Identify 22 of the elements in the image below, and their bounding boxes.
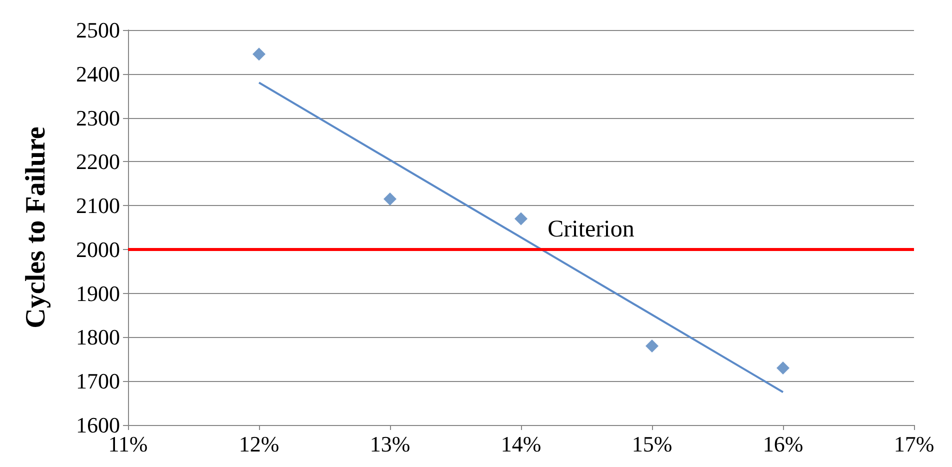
point [646,340,658,352]
y-tick-label: 1800 [76,324,120,350]
y-tick-label: 2000 [76,236,120,262]
point [776,361,790,374]
point [252,48,266,61]
x-tick-label: 14% [500,432,542,456]
x-tick-label: 17% [894,432,934,456]
y-tick-label: 2500 [76,18,120,42]
y-tick-label: 2100 [76,193,120,218]
point [384,192,396,206]
point [514,212,528,226]
y-tick-label: 2300 [76,105,120,130]
x-tick-label: 16% [762,432,804,456]
y-axis-title: Cycles to Failure [20,126,52,328]
y-tick-label: 2400 [76,61,120,86]
y-tick-label: 2200 [76,149,120,174]
x-tick-label: 15% [632,432,672,456]
y-tick-label: 1700 [76,368,120,394]
y-tick-label: 1900 [76,280,120,306]
x-tick-label: 13% [370,432,410,456]
ref-line-label: Criterion [548,216,634,242]
x-tick-label: 12% [238,432,280,456]
